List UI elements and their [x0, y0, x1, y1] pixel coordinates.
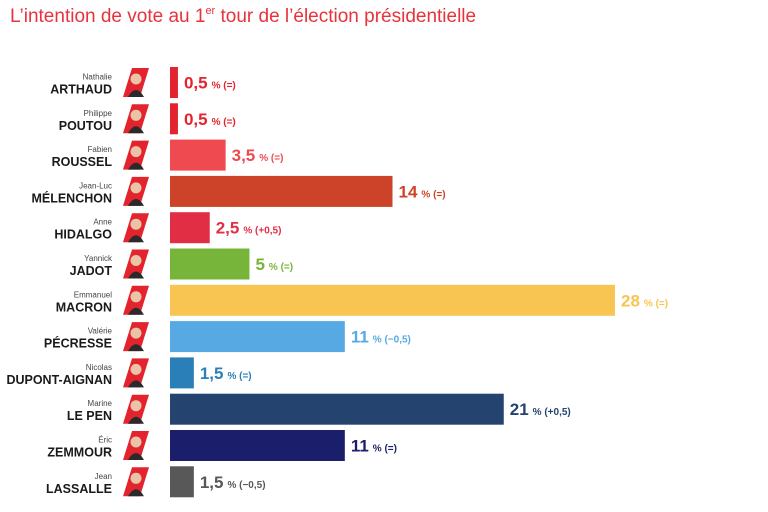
candidate-photo-body — [128, 271, 144, 279]
value-label: 14% (=) — [399, 182, 446, 201]
candidate-photo — [130, 73, 142, 85]
candidate-photo-body — [128, 198, 144, 206]
last-name-label: MACRON — [56, 300, 112, 314]
last-name-label: ROUSSEL — [52, 155, 113, 169]
candidate-photo — [130, 472, 142, 484]
first-name-label: Anne — [93, 218, 112, 227]
candidate-photo — [130, 327, 142, 339]
value-label: 1,5% (=) — [200, 364, 252, 383]
candidate-photo-body — [128, 416, 144, 424]
change-label: % (−0,5) — [227, 480, 265, 491]
candidate-photo — [130, 400, 142, 412]
first-name-label: Nathalie — [83, 73, 113, 82]
first-name-label: Nicolas — [86, 363, 112, 372]
change-label: % (=) — [212, 117, 236, 128]
candidate-photo-body — [128, 380, 144, 388]
candidate-photo — [130, 436, 142, 448]
bar-macron — [170, 284, 615, 316]
bar-m-lenchon — [170, 175, 393, 207]
value-label: 11% (=) — [351, 437, 397, 456]
candidate-photo — [130, 109, 142, 121]
change-label: % (+0,5) — [533, 407, 571, 418]
last-name-label: POUTOU — [59, 119, 112, 133]
candidate-photo-body — [128, 453, 144, 460]
first-name-label: Jean — [95, 472, 112, 481]
bar-poutou — [170, 103, 178, 135]
candidate-photo — [130, 363, 142, 375]
first-name-label: Philippe — [84, 109, 113, 118]
first-name-label: Fabien — [88, 145, 112, 154]
candidate-photo-body — [128, 344, 144, 352]
change-label: % (−0,5) — [373, 335, 411, 346]
first-name-label: Jean-Luc — [79, 181, 112, 190]
change-label: % (=) — [269, 262, 293, 273]
value-label: 21% (+0,5) — [510, 400, 571, 419]
bar-hidalgo — [170, 212, 210, 244]
value-label: 1,5% (−0,5) — [200, 473, 266, 492]
bar-jadot — [170, 248, 250, 280]
value-label: 3,5% (=) — [232, 146, 284, 165]
first-name-label: Yannick — [84, 254, 113, 263]
last-name-label: JADOT — [70, 264, 113, 278]
change-label: % (=) — [373, 444, 397, 455]
candidate-photo-body — [128, 307, 144, 315]
bar-zemmour — [170, 430, 345, 461]
value-label: 0,5% (=) — [184, 74, 236, 93]
candidate-photo-body — [128, 162, 144, 170]
candidate-photo — [130, 146, 142, 158]
last-name-label: LASSALLE — [46, 482, 112, 496]
change-label: % (=) — [644, 298, 668, 309]
candidate-photo-body — [128, 90, 144, 97]
change-label: % (+0,5) — [243, 226, 281, 237]
last-name-label: MÉLENCHON — [31, 190, 112, 205]
change-label: % (=) — [227, 371, 251, 382]
first-name-label: Emmanuel — [74, 290, 112, 299]
value-label: 0,5% (=) — [184, 110, 236, 129]
bar-dupont-aignan — [170, 357, 194, 389]
bar-p-cresse — [170, 321, 345, 353]
last-name-label: ARTHAUD — [50, 83, 112, 97]
last-name-label: PÉCRESSE — [44, 336, 112, 351]
change-label: % (=) — [259, 153, 283, 164]
bar-le-pen — [170, 393, 504, 425]
last-name-label: DUPONT-AIGNAN — [6, 373, 112, 387]
value-label: 2,5% (+0,5) — [216, 219, 282, 238]
candidate-photo — [130, 218, 142, 230]
chart-title: L’intention de vote au 1er tour de l’éle… — [10, 5, 477, 27]
value-label: 11% (−0,5) — [351, 328, 411, 347]
candidate-photo — [130, 182, 142, 194]
first-name-label: Valérie — [88, 327, 113, 336]
bar-arthaud — [170, 67, 178, 98]
value-label: 28% (=) — [621, 291, 668, 310]
change-label: % (=) — [421, 189, 445, 200]
candidate-photo-body — [128, 126, 144, 134]
last-name-label: LE PEN — [67, 409, 112, 423]
bar-lassalle — [170, 466, 194, 498]
candidate-photo — [130, 255, 142, 266]
candidate-photo-body — [128, 235, 144, 243]
last-name-label: ZEMMOUR — [47, 446, 112, 460]
first-name-label: Éric — [98, 436, 112, 445]
change-label: % (=) — [212, 81, 236, 92]
bar-roussel — [170, 139, 226, 171]
last-name-label: HIDALGO — [54, 228, 112, 242]
value-label: 5% (=) — [255, 255, 293, 274]
candidate-photo — [130, 291, 142, 303]
first-name-label: Marine — [88, 399, 113, 408]
candidate-photo-body — [128, 489, 144, 497]
